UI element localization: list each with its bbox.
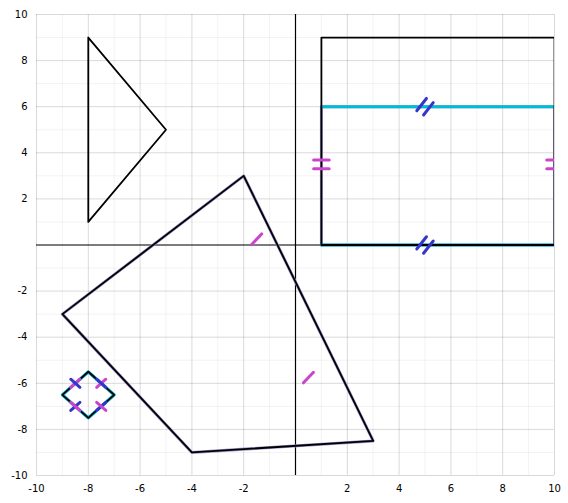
svg-text:8: 8 [500, 483, 506, 494]
svg-text:6: 6 [21, 101, 27, 112]
svg-text:10: 10 [548, 483, 561, 494]
svg-text:4: 4 [21, 147, 27, 158]
svg-text:-2: -2 [18, 285, 28, 296]
svg-text:-10: -10 [28, 483, 44, 494]
svg-text:-10: -10 [11, 470, 27, 481]
svg-text:2: 2 [344, 483, 350, 494]
svg-text:-4: -4 [18, 331, 28, 342]
svg-text:-6: -6 [18, 378, 28, 389]
svg-text:-6: -6 [135, 483, 145, 494]
svg-text:10: 10 [15, 9, 28, 20]
svg-text:6: 6 [448, 483, 454, 494]
svg-text:-8: -8 [83, 483, 93, 494]
svg-text:8: 8 [21, 55, 27, 66]
svg-text:-4: -4 [187, 483, 197, 494]
svg-text:-2: -2 [239, 483, 249, 494]
svg-text:4: 4 [396, 483, 402, 494]
svg-text:2: 2 [21, 193, 27, 204]
svg-text:-8: -8 [18, 424, 28, 435]
